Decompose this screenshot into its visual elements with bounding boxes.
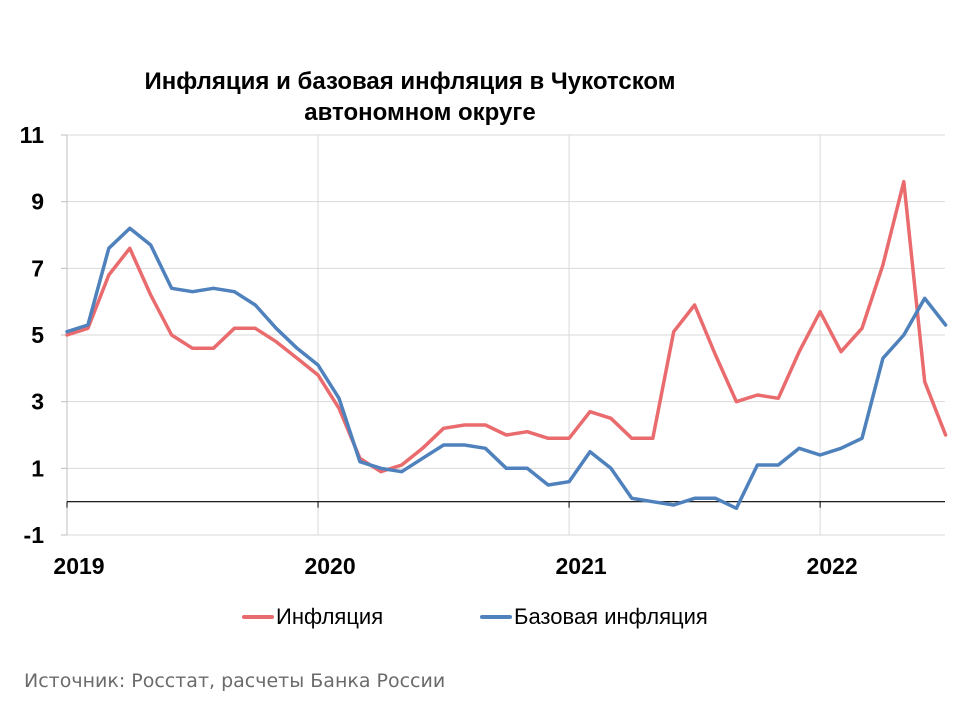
source-note: Источник: Росстат, расчеты Банка России [24,670,446,692]
series-line-inflation [65,179,948,474]
x-tick-label: 2020 [304,553,355,579]
chart-title-line-2: автономном округе [304,99,536,126]
x-tick-label: 2021 [555,553,606,579]
y-tick-label: 3 [31,389,44,415]
legend-label-inflation: Инфляция [276,604,384,629]
y-tick-label: 9 [31,189,44,215]
x-tick-label: 2022 [807,553,858,579]
y-tick-label: -1 [24,522,45,548]
legend-item-core-inflation: Базовая инфляция [480,604,708,630]
legend-swatch-core-inflation [480,615,512,619]
chart-legend: Инфляция Базовая инфляция [0,604,960,638]
legend-label-core-inflation: Базовая инфляция [514,604,708,629]
y-tick-label: 11 [20,122,45,148]
chart-title: Инфляция и базовая инфляция в Чукотском … [0,66,880,128]
x-tick-label: 2019 [53,553,104,579]
legend-item-inflation: Инфляция [242,604,383,630]
chart-title-line-1: Инфляция и базовая инфляция в Чукотском [144,68,676,95]
y-tick-label: 7 [31,255,44,281]
y-tick-label: 1 [31,455,44,481]
y-tick-label: 5 [31,322,44,348]
series-line-core-inflation [65,226,948,511]
legend-swatch-inflation [242,615,274,619]
